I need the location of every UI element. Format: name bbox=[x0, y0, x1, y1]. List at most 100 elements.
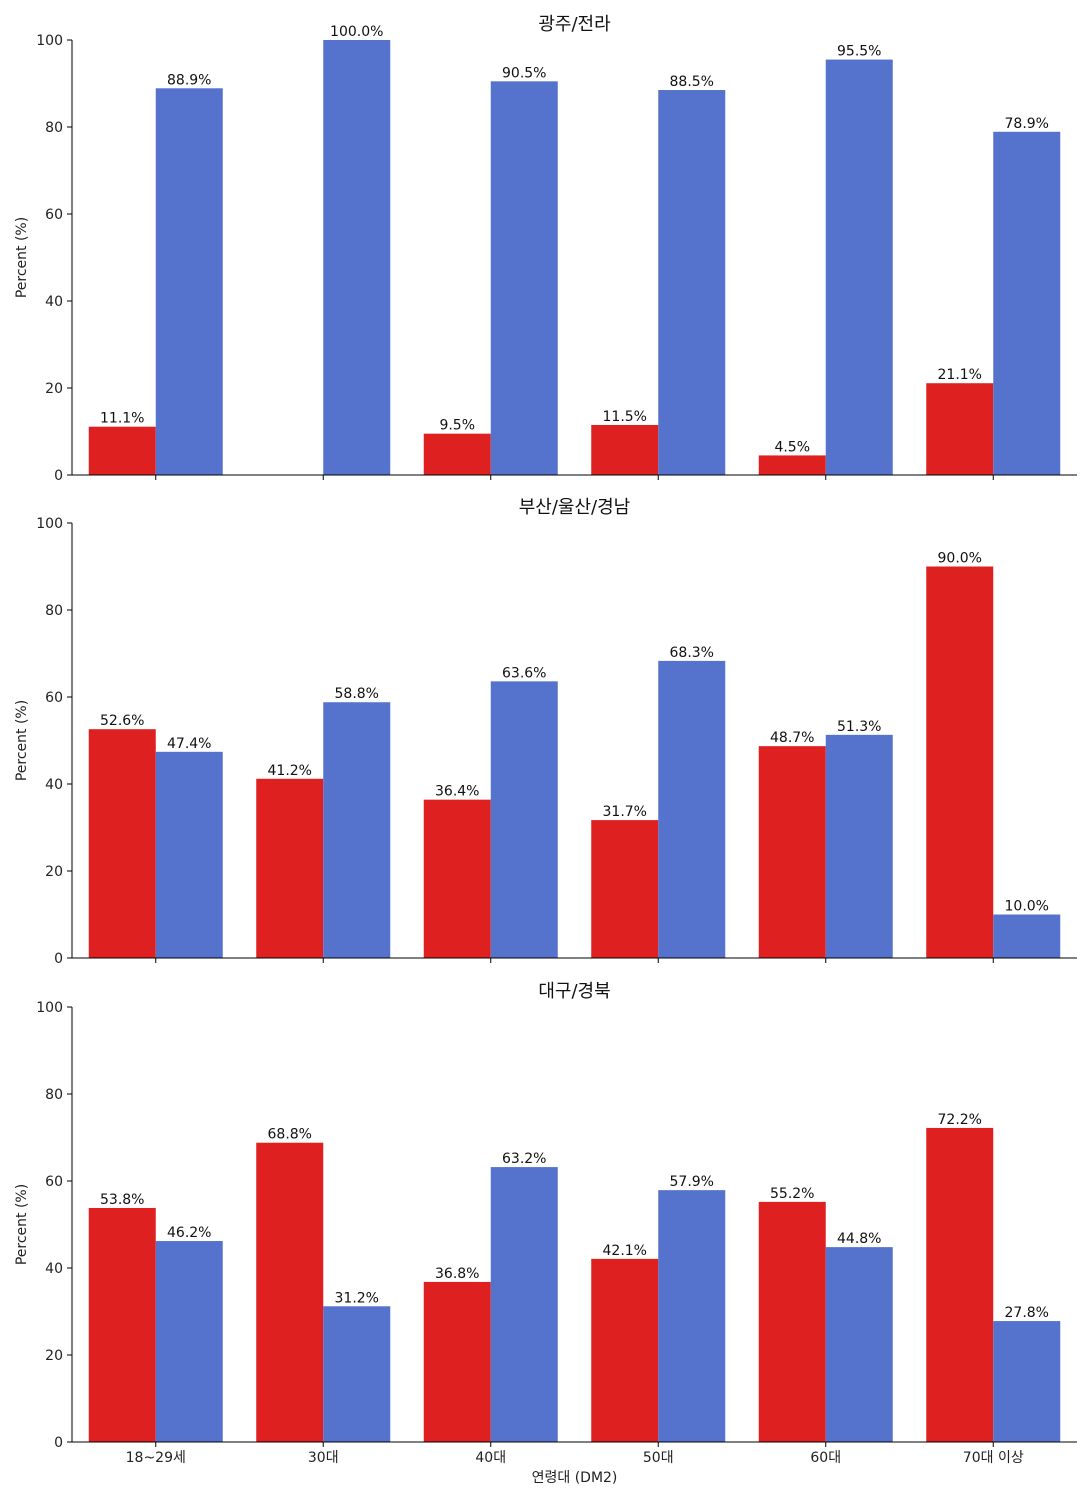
y-tick-label: 0 bbox=[54, 951, 63, 967]
x-axis-label: 연령대 (DM2) bbox=[532, 1470, 618, 1486]
chart-panel-1: 광주/전라 Percent (%) 11.1% 9.5% 11.5% 4.5% 21.1% 8… bbox=[14, 14, 1077, 484]
bar-series-2 bbox=[490, 681, 558, 958]
bar-series-1 bbox=[423, 799, 491, 958]
data-label: 42.1% bbox=[603, 1243, 647, 1259]
bar-series-1 bbox=[758, 455, 826, 475]
data-label: 88.9% bbox=[167, 72, 211, 88]
data-label: 21.1% bbox=[938, 367, 982, 383]
data-label: 90.5% bbox=[502, 65, 546, 81]
data-label: 27.8% bbox=[1005, 1305, 1049, 1321]
data-label: 78.9% bbox=[1005, 116, 1049, 132]
data-label: 31.2% bbox=[335, 1290, 379, 1306]
data-label: 48.7% bbox=[770, 730, 814, 746]
bar-series-2 bbox=[658, 1190, 726, 1442]
data-label: 90.0% bbox=[938, 551, 982, 567]
bar-series-2 bbox=[825, 1247, 893, 1442]
x-tick-label: 40대 bbox=[475, 1450, 506, 1466]
data-label: 100.0% bbox=[330, 24, 383, 40]
data-label: 46.2% bbox=[167, 1225, 211, 1241]
y-axis-label: Percent (%) bbox=[14, 217, 30, 298]
bar-series-2 bbox=[825, 734, 893, 958]
y-tick-label: 80 bbox=[45, 120, 63, 136]
y-tick-label: 0 bbox=[54, 1435, 63, 1451]
y-tick-label: 40 bbox=[45, 1261, 63, 1277]
data-label: 36.8% bbox=[435, 1266, 479, 1282]
data-label: 11.1% bbox=[100, 411, 144, 427]
data-label: 53.8% bbox=[100, 1192, 144, 1208]
data-label: 63.6% bbox=[502, 665, 546, 681]
bar-series-2 bbox=[323, 40, 391, 475]
data-label: 68.3% bbox=[670, 645, 714, 661]
bar-series-1 bbox=[591, 1258, 659, 1442]
chart-title: 광주/전라 bbox=[538, 14, 611, 35]
bar-series-2 bbox=[658, 90, 726, 476]
bar-series-2 bbox=[155, 751, 223, 958]
data-label: 44.8% bbox=[837, 1231, 881, 1247]
chart-panel-3: 대구/경북 Percent (%) 53.8% 68.8% 36.8% 42.1% 55.2… bbox=[14, 981, 1077, 1486]
data-label: 95.5% bbox=[837, 44, 881, 60]
data-label: 72.2% bbox=[938, 1112, 982, 1128]
y-axis-label: Percent (%) bbox=[14, 700, 30, 781]
bar-series-1 bbox=[926, 1127, 994, 1442]
bar-series-1 bbox=[423, 433, 491, 475]
bar-series-2 bbox=[155, 88, 223, 475]
chart-panel-2: 부산/울산/경남 Percent (%) 52.6% 41.2% 36.4% 31.7% 4… bbox=[14, 497, 1077, 967]
chart-title: 부산/울산/경남 bbox=[519, 497, 631, 518]
y-tick-label: 100 bbox=[36, 516, 63, 532]
y-tick-label: 40 bbox=[45, 294, 63, 310]
bar-series-1 bbox=[423, 1281, 491, 1442]
y-axis-label: Percent (%) bbox=[14, 1184, 30, 1265]
bar-series-1 bbox=[88, 426, 156, 475]
x-tick-label: 60대 bbox=[810, 1450, 841, 1466]
y-tick-label: 60 bbox=[45, 1174, 63, 1190]
bar-series-1 bbox=[591, 820, 659, 958]
data-label: 10.0% bbox=[1005, 899, 1049, 915]
y-tick-label: 20 bbox=[45, 1348, 63, 1364]
x-tick-label: 30대 bbox=[308, 1450, 339, 1466]
data-label: 63.2% bbox=[502, 1151, 546, 1167]
bar-series-2 bbox=[155, 1241, 223, 1442]
y-tick-label: 20 bbox=[45, 864, 63, 880]
bar-series-1 bbox=[591, 424, 659, 475]
data-label: 88.5% bbox=[670, 74, 714, 90]
y-tick-label: 20 bbox=[45, 381, 63, 397]
bar-series-1 bbox=[926, 566, 994, 958]
data-label: 9.5% bbox=[439, 418, 475, 434]
data-label: 47.4% bbox=[167, 736, 211, 752]
y-tick-label: 40 bbox=[45, 777, 63, 793]
data-label: 11.5% bbox=[603, 409, 647, 425]
y-tick-label: 100 bbox=[36, 33, 63, 49]
bar-series-2 bbox=[993, 1321, 1061, 1442]
data-label: 68.8% bbox=[268, 1127, 312, 1143]
data-label: 31.7% bbox=[603, 804, 647, 820]
chart-title: 대구/경북 bbox=[538, 981, 610, 1002]
x-tick-label: 18~29세 bbox=[126, 1450, 186, 1466]
bar-series-1 bbox=[758, 1201, 826, 1442]
x-tick-label: 70대 이상 bbox=[963, 1450, 1024, 1466]
bar-series-2 bbox=[993, 131, 1061, 475]
data-label: 36.4% bbox=[435, 784, 479, 800]
data-label: 58.8% bbox=[335, 686, 379, 702]
data-label: 41.2% bbox=[268, 763, 312, 779]
bar-series-1 bbox=[256, 1142, 324, 1442]
bar-series-1 bbox=[88, 1207, 156, 1442]
bar-series-2 bbox=[658, 660, 726, 958]
data-label: 51.3% bbox=[837, 719, 881, 735]
bar-series-1 bbox=[758, 746, 826, 958]
bar-series-2 bbox=[993, 914, 1061, 958]
data-label: 55.2% bbox=[770, 1186, 814, 1202]
bar-series-2 bbox=[323, 702, 391, 958]
y-tick-label: 80 bbox=[45, 1087, 63, 1103]
data-label: 52.6% bbox=[100, 713, 144, 729]
bar-series-2 bbox=[490, 1167, 558, 1442]
bar-series-2 bbox=[323, 1306, 391, 1442]
y-tick-label: 60 bbox=[45, 207, 63, 223]
bar-series-2 bbox=[490, 81, 558, 475]
y-tick-label: 60 bbox=[45, 690, 63, 706]
bar-series-2 bbox=[825, 59, 893, 475]
bar-series-1 bbox=[926, 383, 994, 475]
y-tick-label: 80 bbox=[45, 603, 63, 619]
data-label: 4.5% bbox=[774, 439, 810, 455]
data-label: 57.9% bbox=[670, 1174, 714, 1190]
